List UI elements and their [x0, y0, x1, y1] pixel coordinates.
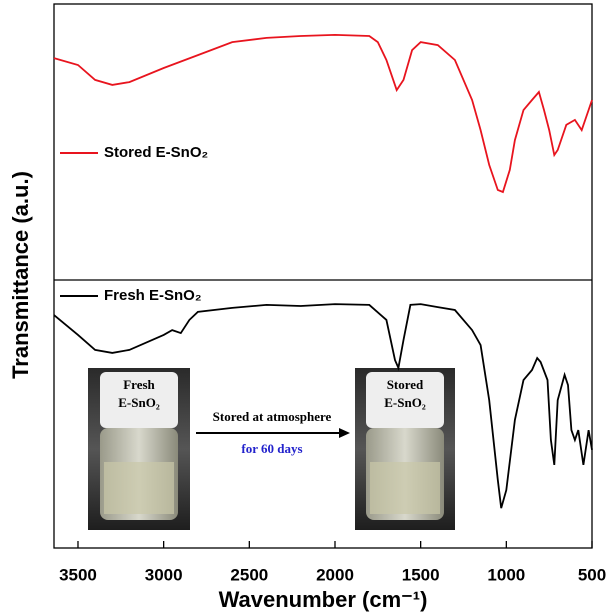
- legend-label: Fresh E-SnO₂: [104, 287, 202, 304]
- x-tick-label: 3500: [59, 565, 97, 584]
- plot-frame: [53, 3, 593, 549]
- x-tick-label: 500: [578, 565, 606, 584]
- annotation: Fresh: [123, 377, 155, 392]
- x-tick-label: 1000: [487, 565, 525, 584]
- y-axis-label: Transmittance (a.u.): [8, 171, 33, 379]
- x-tick-label: 1500: [402, 565, 440, 584]
- inset-photos: [88, 368, 455, 530]
- annotation: E-SnO₂: [384, 395, 426, 410]
- x-tick-label: 3000: [145, 565, 183, 584]
- x-tick-label: 2500: [230, 565, 268, 584]
- x-axis-label: Wavenumber (cm⁻¹): [219, 587, 428, 612]
- series-line: [53, 303, 593, 509]
- annotation: E-SnO₂: [118, 395, 160, 410]
- series-line: [53, 33, 593, 194]
- annotation: Stored: [387, 377, 424, 392]
- legend-label: Stored E-SnO₂: [104, 144, 208, 161]
- x-tick-label: 2000: [316, 565, 354, 584]
- annotation: for 60 days: [241, 441, 302, 456]
- annotation: Stored at atmosphere: [213, 409, 332, 424]
